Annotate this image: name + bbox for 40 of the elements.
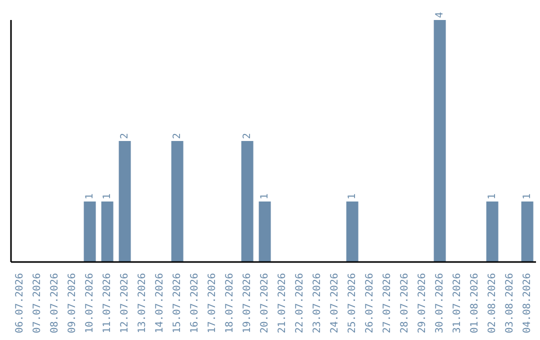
x-tick-label: 19.07.2026 [242,273,253,334]
x-tick-label: 04.08.2026 [522,273,533,334]
x-tick-label: 29.07.2026 [416,273,428,334]
x-tick-label: 16.07.2026 [189,273,200,334]
x-tick-label: 01.08.2026 [469,273,480,334]
data-label: 4 [434,12,446,18]
x-tick-label: 12.07.2026 [119,273,130,334]
x-tick-label: 18.07.2026 [224,273,236,334]
x-tick-label: 06.07.2026 [14,273,26,334]
x-tick-label: 20.07.2026 [259,273,270,334]
data-label: 1 [486,193,498,200]
x-tick-label: 25.07.2026 [346,273,358,334]
x-tick-label: 28.07.2026 [399,273,410,334]
data-label: 2 [172,132,183,139]
x-tick-label: 17.07.2026 [206,273,218,334]
x-tick-label: 10.07.2026 [84,273,96,334]
x-tick-label: 14.07.2026 [154,273,166,334]
x-tick-label: 03.08.2026 [504,273,516,334]
x-tick-label: 24.07.2026 [329,273,340,334]
data-label: 1 [522,193,533,200]
data-label: 2 [119,132,130,139]
data-label: 1 [346,193,358,200]
x-tick-label: 08.07.2026 [49,273,60,334]
x-tick-label: 23.07.2026 [312,273,323,334]
x-tick-label: 27.07.2026 [382,273,393,334]
data-label: 2 [242,132,253,139]
x-tick-label: 31.07.2026 [452,273,463,334]
x-tick-label: 22.07.2026 [294,273,306,334]
x-tick-label: 21.07.2026 [276,273,288,334]
x-tick-label: 11.07.2026 [102,273,113,334]
x-tick-label: 13.07.2026 [136,273,148,334]
x-tick-label: 09.07.2026 [66,273,78,334]
data-label: 1 [102,193,113,200]
x-tick-label: 15.07.2026 [172,273,183,334]
data-label: 1 [259,193,270,200]
x-tick-label: 07.07.2026 [32,273,43,334]
x-tick-label: 26.07.2026 [364,273,376,334]
x-tick-label: 02.08.2026 [486,273,498,334]
x-tick-label: 30.07.2026 [434,273,446,334]
data-label: 1 [84,193,96,200]
